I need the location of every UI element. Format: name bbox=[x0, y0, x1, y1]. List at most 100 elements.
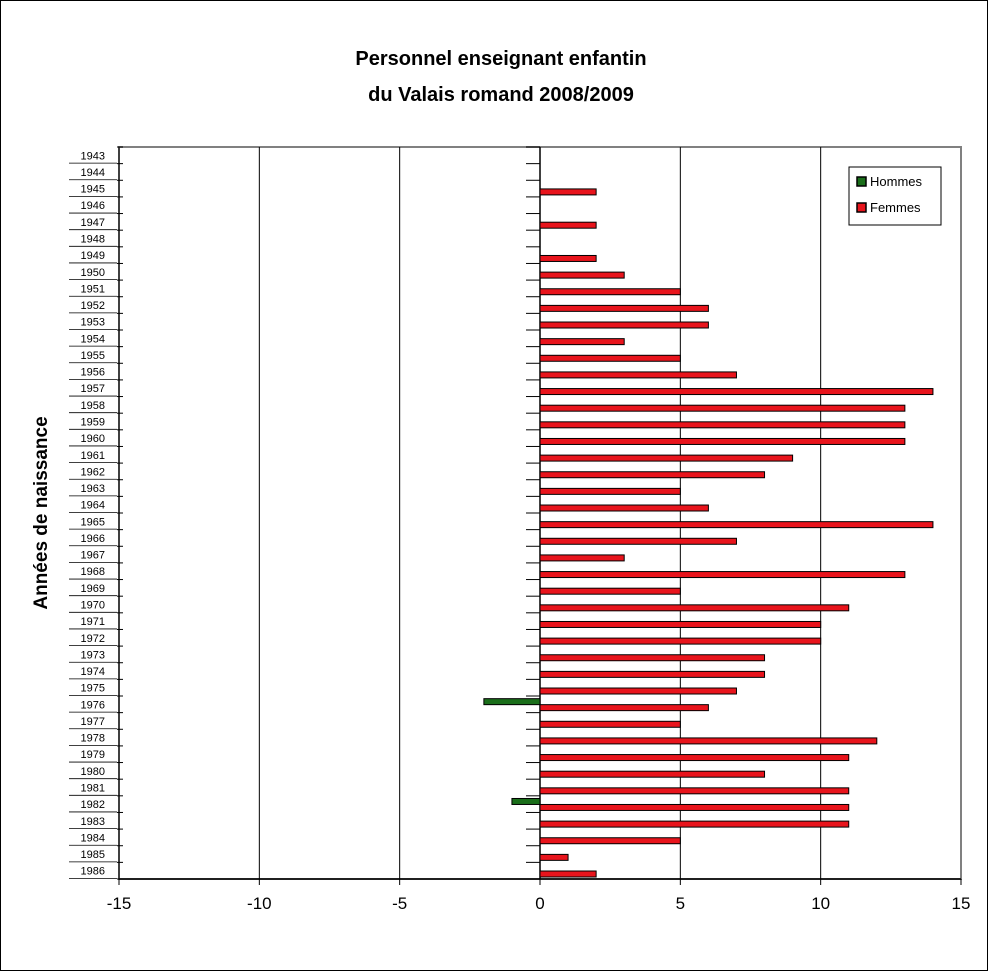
bar-femmes-1976 bbox=[539, 704, 709, 712]
y-tick-label-1983: 1983 bbox=[81, 816, 105, 828]
y-tick-label-1973: 1973 bbox=[81, 649, 105, 661]
y-tick-label-1982: 1982 bbox=[81, 799, 105, 811]
y-tick-label-1945: 1945 bbox=[81, 184, 105, 196]
y-tick-label-1980: 1980 bbox=[81, 766, 105, 778]
x-tick-label-0: -15 bbox=[107, 894, 132, 913]
bar-femmes-1966 bbox=[539, 537, 737, 545]
y-tick-label-1959: 1959 bbox=[81, 417, 105, 429]
y-tick-label-1943: 1943 bbox=[81, 150, 105, 162]
bar-femmes-1973 bbox=[539, 654, 766, 662]
x-tick-label-6: 15 bbox=[952, 894, 971, 913]
bar-femmes-1958 bbox=[539, 404, 906, 412]
y-tick-label-1944: 1944 bbox=[81, 167, 105, 179]
y-tick-label-1956: 1956 bbox=[81, 367, 105, 379]
bar-hommes-1976 bbox=[483, 698, 541, 706]
bar-femmes-1964 bbox=[539, 504, 709, 512]
y-tick-label-1978: 1978 bbox=[81, 733, 105, 745]
y-tick-label-1979: 1979 bbox=[81, 749, 105, 761]
bar-femmes-1971 bbox=[539, 620, 822, 628]
legend-label-femmes: Femmes bbox=[870, 200, 921, 215]
bar-femmes-1986 bbox=[539, 870, 597, 878]
bar-femmes-1959 bbox=[539, 421, 906, 429]
y-tick-label-1970: 1970 bbox=[81, 600, 105, 612]
bar-femmes-1951 bbox=[539, 288, 681, 296]
bar-femmes-1960 bbox=[539, 437, 906, 445]
bar-femmes-1965 bbox=[539, 521, 934, 529]
y-tick-label-1958: 1958 bbox=[81, 400, 105, 412]
y-tick-label-1962: 1962 bbox=[81, 466, 105, 478]
y-tick-label-1984: 1984 bbox=[81, 832, 105, 844]
y-tick-label-1949: 1949 bbox=[81, 250, 105, 262]
bar-femmes-1954 bbox=[539, 338, 625, 346]
bar-femmes-1956 bbox=[539, 371, 737, 379]
bar-femmes-1947 bbox=[539, 221, 597, 229]
bar-femmes-1981 bbox=[539, 787, 850, 795]
y-tick-label-1951: 1951 bbox=[81, 283, 105, 295]
y-tick-label-1952: 1952 bbox=[81, 300, 105, 312]
bar-femmes-1962 bbox=[539, 471, 766, 479]
legend: Hommes Femmes bbox=[848, 166, 942, 226]
bar-femmes-1969 bbox=[539, 587, 681, 595]
x-tick-label-4: 5 bbox=[676, 894, 685, 913]
bar-femmes-1953 bbox=[539, 321, 709, 329]
bar-femmes-1957 bbox=[539, 388, 934, 396]
y-tick-label-1957: 1957 bbox=[81, 383, 105, 395]
bar-femmes-1972 bbox=[539, 637, 822, 645]
bar-femmes-1984 bbox=[539, 837, 681, 845]
bar-femmes-1950 bbox=[539, 271, 625, 279]
bar-femmes-1982 bbox=[539, 803, 850, 811]
y-tick-label-1968: 1968 bbox=[81, 566, 105, 578]
y-tick-label-1976: 1976 bbox=[81, 699, 105, 711]
y-tick-label-1967: 1967 bbox=[81, 550, 105, 562]
y-tick-label-1960: 1960 bbox=[81, 433, 105, 445]
y-tick-label-1963: 1963 bbox=[81, 483, 105, 495]
bar-femmes-1978 bbox=[539, 737, 878, 745]
chart-title-line-2: du Valais romand 2008/2009 bbox=[368, 84, 634, 106]
chart-title-line-1: Personnel enseignant enfantin bbox=[355, 48, 646, 70]
y-tick-label-1969: 1969 bbox=[81, 583, 105, 595]
y-axis-label: Années de naissance bbox=[31, 416, 52, 609]
y-tick-label-1961: 1961 bbox=[81, 450, 105, 462]
y-tick-label-1972: 1972 bbox=[81, 633, 105, 645]
plot-area: -15 -10 -5 0 5 10 15 1943 1944 1945 1946 1947 1948 19… bbox=[69, 146, 971, 913]
bar-femmes-1949 bbox=[539, 254, 597, 262]
bar-femmes-1945 bbox=[539, 188, 597, 196]
y-tick-label-1966: 1966 bbox=[81, 533, 105, 545]
y-tick-label-1985: 1985 bbox=[81, 849, 105, 861]
y-tick-label-1974: 1974 bbox=[81, 666, 105, 678]
bar-femmes-1980 bbox=[539, 770, 766, 778]
y-tick-label-1954: 1954 bbox=[81, 333, 105, 345]
legend-label-hommes: Hommes bbox=[870, 174, 923, 189]
y-tick-label-1946: 1946 bbox=[81, 200, 105, 212]
y-tick-label-1953: 1953 bbox=[81, 317, 105, 329]
bar-femmes-1961 bbox=[539, 454, 794, 462]
bar-femmes-1955 bbox=[539, 354, 681, 362]
x-tick-label-2: -5 bbox=[392, 894, 407, 913]
bar-femmes-1974 bbox=[539, 670, 766, 678]
y-tick-label-1947: 1947 bbox=[81, 217, 105, 229]
bar-femmes-1975 bbox=[539, 687, 737, 695]
y-tick-label-1965: 1965 bbox=[81, 516, 105, 528]
y-tick-label-1971: 1971 bbox=[81, 616, 105, 628]
bar-femmes-1968 bbox=[539, 571, 906, 579]
bar-femmes-1983 bbox=[539, 820, 850, 828]
bar-femmes-1967 bbox=[539, 554, 625, 562]
y-tick-label-1981: 1981 bbox=[81, 783, 105, 795]
y-tick-label-1955: 1955 bbox=[81, 350, 105, 362]
bar-femmes-1970 bbox=[539, 604, 850, 612]
bar-femmes-1985 bbox=[539, 853, 569, 861]
legend-swatch-hommes bbox=[856, 176, 867, 187]
bar-femmes-1952 bbox=[539, 304, 709, 312]
bar-femmes-1963 bbox=[539, 487, 681, 495]
y-tick-label-1950: 1950 bbox=[81, 267, 105, 279]
bar-femmes-1977 bbox=[539, 720, 681, 728]
x-tick-label-1: -10 bbox=[247, 894, 272, 913]
y-tick-label-1948: 1948 bbox=[81, 234, 105, 246]
y-tick-label-1964: 1964 bbox=[81, 500, 105, 512]
bar-hommes-1982 bbox=[511, 797, 541, 805]
legend-swatch-femmes bbox=[856, 202, 867, 213]
y-tick-label-1975: 1975 bbox=[81, 683, 105, 695]
x-tick-label-3: 0 bbox=[535, 894, 544, 913]
